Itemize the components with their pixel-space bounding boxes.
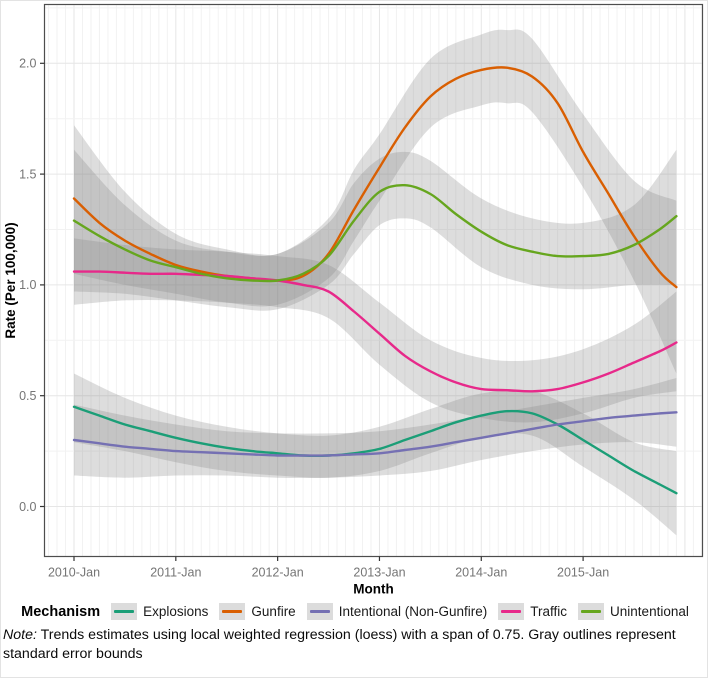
legend-label: Unintentional (610, 604, 689, 619)
legend-key-line-icon (222, 610, 243, 613)
legend-key-intentional-non-gunfire (306, 603, 333, 620)
confidence-band-unintentional (74, 149, 677, 311)
legend-key-line-icon (501, 610, 522, 613)
legend-key-unintentional (578, 603, 605, 620)
trend-chart: 2010-Jan 2011-Jan 2012-Jan 2013-Jan 2014-Jan… (3, 3, 704, 597)
legend-label: Explosions (143, 604, 209, 619)
x-tick-label: 2015-Jan (557, 566, 609, 580)
legend-items: Explosions Gunfire Intentional (Non-Gunfir… (111, 603, 689, 620)
legend-title: Mechanism (21, 603, 101, 620)
series-line-intentional-non-gunfire- (72, 411, 678, 457)
legend-item-unintentional: Unintentional (578, 603, 689, 620)
legend-label: Traffic (530, 604, 568, 619)
y-tick-label: 1.0 (19, 278, 36, 292)
legend-key-explosions (111, 603, 138, 620)
y-tick-label: 1.5 (19, 167, 36, 181)
series-line-unintentional (72, 183, 678, 283)
chart-legend: Mechanism Explosions Gunfire Intentional (… (1, 603, 707, 620)
note-prefix: Note: (3, 627, 37, 643)
legend-key-gunfire (219, 603, 246, 620)
plot-panel (44, 4, 703, 557)
legend-item-gunfire: Gunfire (219, 603, 296, 620)
y-tick-label: 0.5 (19, 389, 36, 403)
x-tick-label: 2013-Jan (353, 566, 405, 580)
confidence-band-gunfire (74, 29, 677, 374)
legend-key-line-icon (309, 610, 330, 613)
legend-label: Gunfire (251, 604, 296, 619)
y-tick-label: 2.0 (19, 57, 36, 71)
series-line-explosions (72, 405, 678, 495)
series-line-gunfire (72, 66, 678, 289)
x-tick-label: 2012-Jan (252, 566, 304, 580)
legend-label: Intentional (Non-Gunfire) (338, 604, 488, 619)
legend-item-traffic: Traffic (498, 603, 567, 620)
x-tick-label: 2011-Jan (150, 566, 201, 580)
figure-note: Note: Trends estimates using local weigh… (3, 626, 707, 663)
y-tick-label: 0.0 (19, 500, 36, 514)
x-tick-label: 2010-Jan (48, 566, 100, 580)
legend-key-line-icon (581, 610, 602, 613)
legend-key-traffic (498, 603, 525, 620)
panel-border (43, 3, 704, 558)
note-body: Trends estimates using local weighted re… (3, 627, 676, 662)
x-axis-title: Month (353, 582, 393, 597)
legend-key-line-icon (114, 610, 135, 613)
series-line-traffic (72, 270, 678, 393)
x-tick-label: 2014-Jan (455, 566, 507, 580)
legend-item-explosions: Explosions (111, 603, 208, 620)
y-axis-title: Rate (Per 100,000) (3, 222, 18, 338)
legend-item-intentional-non-gunfire: Intentional (Non-Gunfire) (306, 603, 488, 620)
